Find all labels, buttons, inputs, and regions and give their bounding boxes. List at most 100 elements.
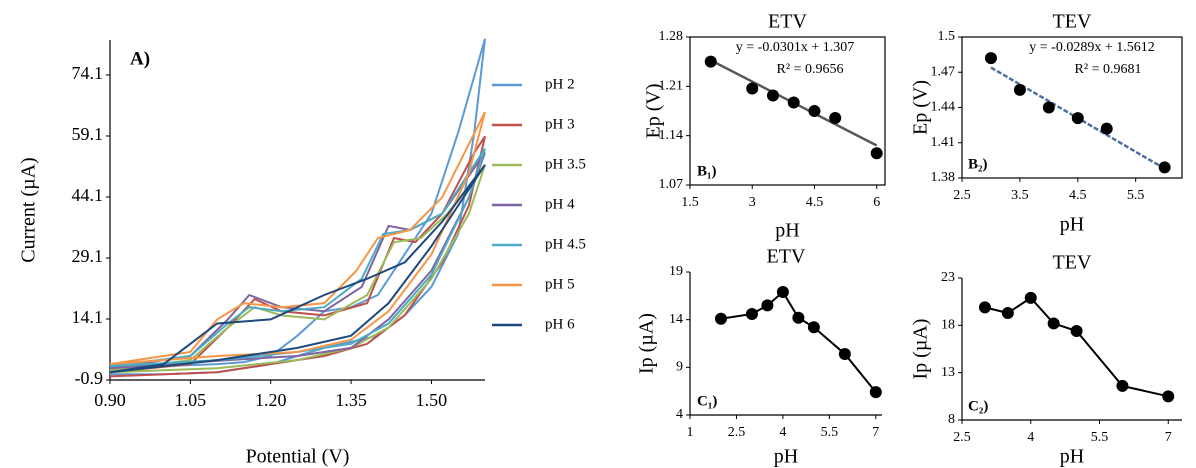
y-tick-label: 13	[941, 365, 955, 380]
panel-label: C₁)	[697, 393, 717, 409]
y-tick-label: 19	[669, 264, 683, 279]
y-tick-label: 14.1	[72, 307, 104, 327]
data-point	[978, 301, 991, 314]
data-point	[869, 386, 882, 399]
data-point	[807, 321, 820, 334]
annotation: R² = 0.9656	[777, 62, 844, 77]
annotation: y = -0.0301x + 1.307	[736, 40, 854, 55]
data-point	[984, 52, 997, 65]
data-point	[1024, 291, 1037, 304]
y-tick-label: 8	[948, 412, 955, 427]
cv-curve	[109, 164, 486, 374]
legend-label: pH 6	[545, 316, 575, 332]
x-tick-label: 0.90	[94, 390, 126, 410]
x-axis-label: Potential (V)	[246, 446, 350, 468]
chart-title: TEV	[1053, 11, 1092, 33]
data-point	[1100, 122, 1113, 135]
data-point	[1116, 379, 1129, 392]
y-tick-label: -0.9	[75, 368, 104, 388]
legend-label: pH 4	[545, 196, 575, 212]
y-tick-label: 29.1	[72, 246, 104, 266]
y-axis-label: Ip (µA)	[910, 319, 932, 380]
y-tick-label: 1.5	[938, 29, 956, 44]
x-tick-label: 1.20	[255, 390, 287, 410]
panel-label: A)	[130, 48, 150, 69]
y-axis-label: Ep (V)	[910, 80, 932, 135]
x-tick-label: 4	[1027, 430, 1034, 445]
y-tick-label: 1.21	[659, 79, 684, 94]
data-point	[829, 112, 842, 125]
data-point	[1001, 307, 1014, 320]
y-axis-label: Ip (µA)	[636, 313, 658, 374]
legend-label: pH 3	[545, 116, 575, 132]
x-tick-label: 1.5	[681, 195, 699, 210]
data-point	[761, 299, 774, 312]
x-tick-label: 1.50	[416, 390, 448, 410]
data-point	[1162, 390, 1175, 403]
y-tick-label: 1.14	[659, 128, 684, 143]
chart-title: ETV	[767, 246, 806, 268]
y-tick-label: 14	[669, 312, 683, 327]
y-axis-label: Ep (V)	[643, 84, 665, 139]
cv-curve	[109, 164, 486, 374]
chart-title: ETV	[768, 11, 807, 33]
y-tick-label: 4	[676, 407, 683, 422]
data-point	[870, 147, 883, 160]
x-tick-label: 1.05	[175, 390, 207, 410]
y-tick-label: 1.47	[931, 64, 956, 79]
x-tick-label: 3	[749, 195, 756, 210]
data-point	[776, 286, 789, 299]
cv-curve	[109, 111, 486, 366]
y-tick-label: 44.1	[72, 185, 104, 205]
x-axis-label: pH	[775, 220, 799, 242]
data-point	[704, 55, 717, 68]
data-line	[720, 290, 877, 393]
data-point	[766, 89, 779, 102]
y-tick-label: 1.44	[931, 100, 956, 115]
y-tick-label: 18	[941, 318, 955, 333]
legend-label: pH 2	[545, 76, 575, 92]
y-tick-label: 9	[676, 360, 683, 375]
panel-label: B₁)	[697, 163, 717, 179]
x-tick-label: 1.35	[335, 390, 367, 410]
y-tick-label: 23	[941, 270, 955, 285]
x-tick-label: 1	[687, 425, 694, 440]
data-point	[838, 347, 851, 360]
data-point	[1071, 112, 1084, 125]
x-tick-label: 5.5	[821, 425, 839, 440]
legend-label: pH 4.5	[545, 236, 586, 252]
x-tick-label: 2.5	[728, 425, 746, 440]
x-tick-label: 4.5	[1069, 188, 1087, 203]
y-tick-label: 1.07	[659, 177, 684, 192]
data-point	[787, 96, 800, 109]
data-point	[792, 311, 805, 324]
x-tick-label: 5.5	[1127, 188, 1145, 203]
data-point	[746, 82, 759, 95]
data-point	[808, 105, 821, 117]
data-point	[1042, 101, 1055, 114]
x-tick-label: 6	[873, 195, 880, 210]
x-tick-label: 5.5	[1091, 430, 1109, 445]
x-tick-label: 2.5	[953, 188, 971, 203]
x-tick-label: 4.5	[806, 195, 824, 210]
y-axis-label: Current (µA)	[18, 157, 40, 262]
x-tick-label: 2.5	[953, 430, 971, 445]
data-point	[1070, 325, 1083, 338]
x-axis-label: pH	[1060, 214, 1084, 236]
x-tick-label: 7	[872, 425, 879, 440]
x-tick-label: 4	[779, 425, 786, 440]
chart-title: TEV	[1053, 252, 1092, 274]
x-tick-label: 3.5	[1011, 188, 1029, 203]
cv-curve	[109, 135, 486, 378]
annotation: y = -0.0289x + 1.5612	[1029, 40, 1154, 55]
data-point	[1047, 317, 1060, 330]
legend-label: pH 3.5	[545, 156, 586, 172]
y-tick-label: 74.1	[72, 63, 104, 83]
data-point	[745, 307, 758, 320]
y-tick-label: 59.1	[72, 124, 104, 144]
y-tick-label: 1.28	[659, 29, 684, 44]
cv-curve	[109, 148, 486, 368]
legend-label: pH 5	[545, 276, 575, 292]
data-point	[714, 312, 727, 325]
